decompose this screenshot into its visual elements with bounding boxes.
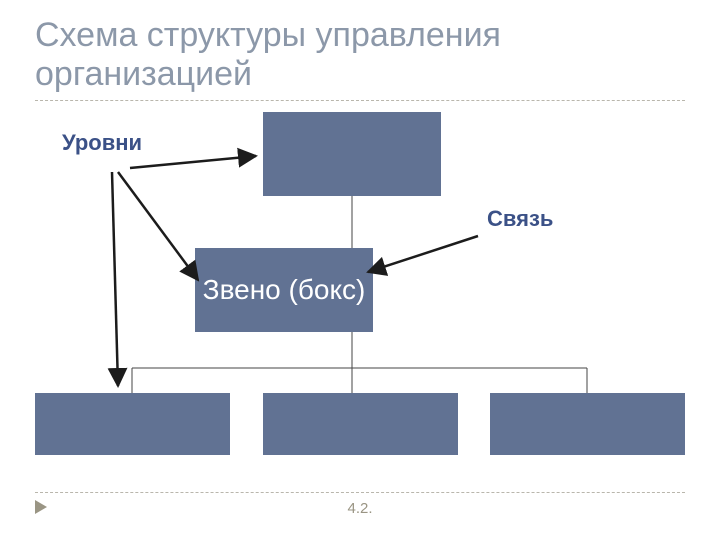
bottom-separator	[35, 492, 685, 493]
slide-title: Схема структуры управления организацией	[35, 16, 595, 94]
org-box-bottom-mid	[263, 393, 458, 455]
org-box-top	[263, 112, 441, 196]
org-box-mid: Звено (бокс)	[195, 248, 373, 332]
org-box-bottom-right	[490, 393, 685, 455]
footer-number: 4.2.	[0, 500, 720, 517]
org-box-bottom-left	[35, 393, 230, 455]
org-box-mid-label: Звено (бокс)	[195, 276, 373, 304]
levels-label: Уровни	[62, 130, 142, 156]
slide: { "title": "Схема структуры управления о…	[0, 0, 720, 540]
top-separator	[35, 100, 685, 101]
link-label: Связь	[487, 206, 553, 232]
